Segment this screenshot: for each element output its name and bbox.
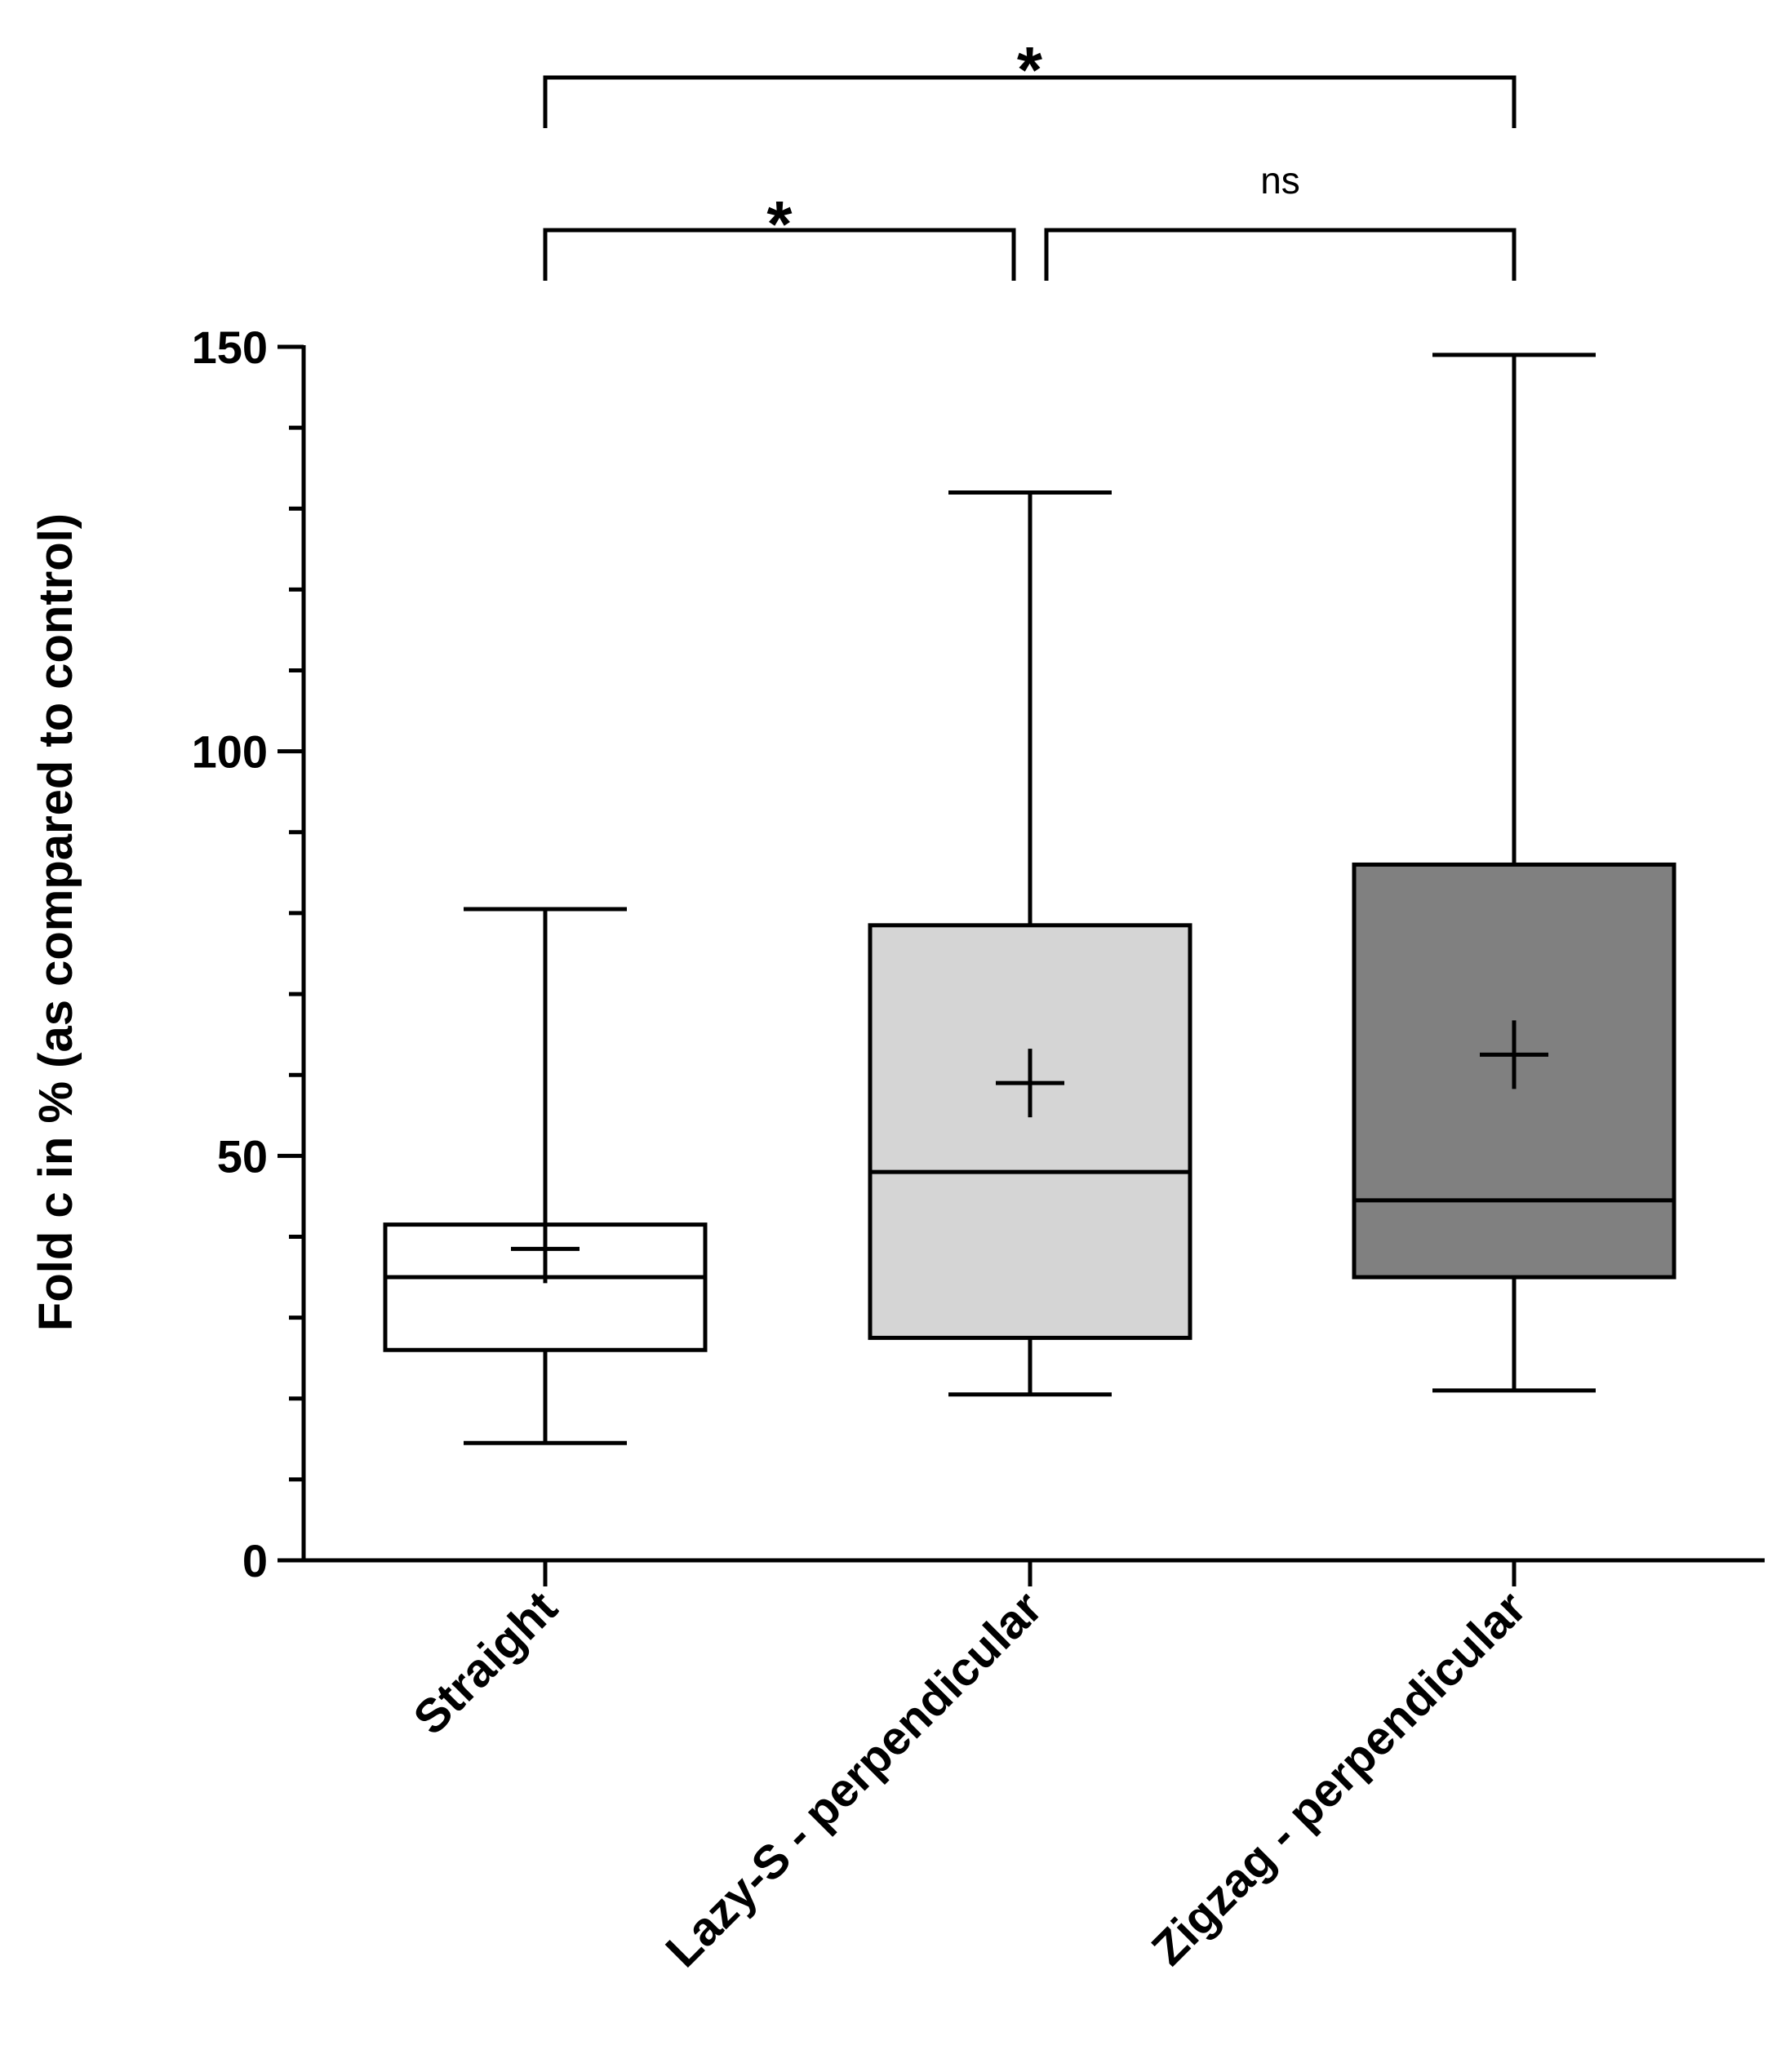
- x-category-label: Zigzag - perpendicular: [1142, 1581, 1536, 1975]
- x-category-label: Straight: [403, 1581, 567, 1745]
- bracket-line: [543, 75, 1517, 128]
- labels: 0 50 100 150 Fold c in % (as compared to con…: [29, 322, 1536, 1977]
- significance-label: *: [1017, 33, 1043, 106]
- significance-bracket: *: [543, 188, 1016, 281]
- iqr-box: [868, 923, 1192, 1340]
- y-tick-label: 50: [217, 1130, 268, 1182]
- box-group: [383, 907, 708, 1445]
- x-category-label: Lazy-S - perpendicular: [655, 1581, 1052, 1977]
- significance-brackets: * * ns: [543, 33, 1517, 281]
- boxes: [383, 353, 1677, 1445]
- significance-bracket: ns: [1044, 159, 1517, 281]
- y-tick-label: 100: [192, 726, 268, 778]
- y-tick-label: 150: [192, 322, 268, 373]
- y-tick-label: 0: [242, 1535, 268, 1586]
- axes: [278, 344, 1765, 1586]
- box-group: [1352, 353, 1677, 1393]
- bracket-line: [1044, 228, 1517, 281]
- bracket-line: [543, 228, 1016, 281]
- significance-label: *: [766, 188, 793, 260]
- box-group: [868, 490, 1192, 1397]
- y-axis-label: Fold c in % (as compared to control): [29, 513, 82, 1331]
- significance-label: ns: [1260, 159, 1300, 202]
- significance-bracket: *: [543, 33, 1517, 128]
